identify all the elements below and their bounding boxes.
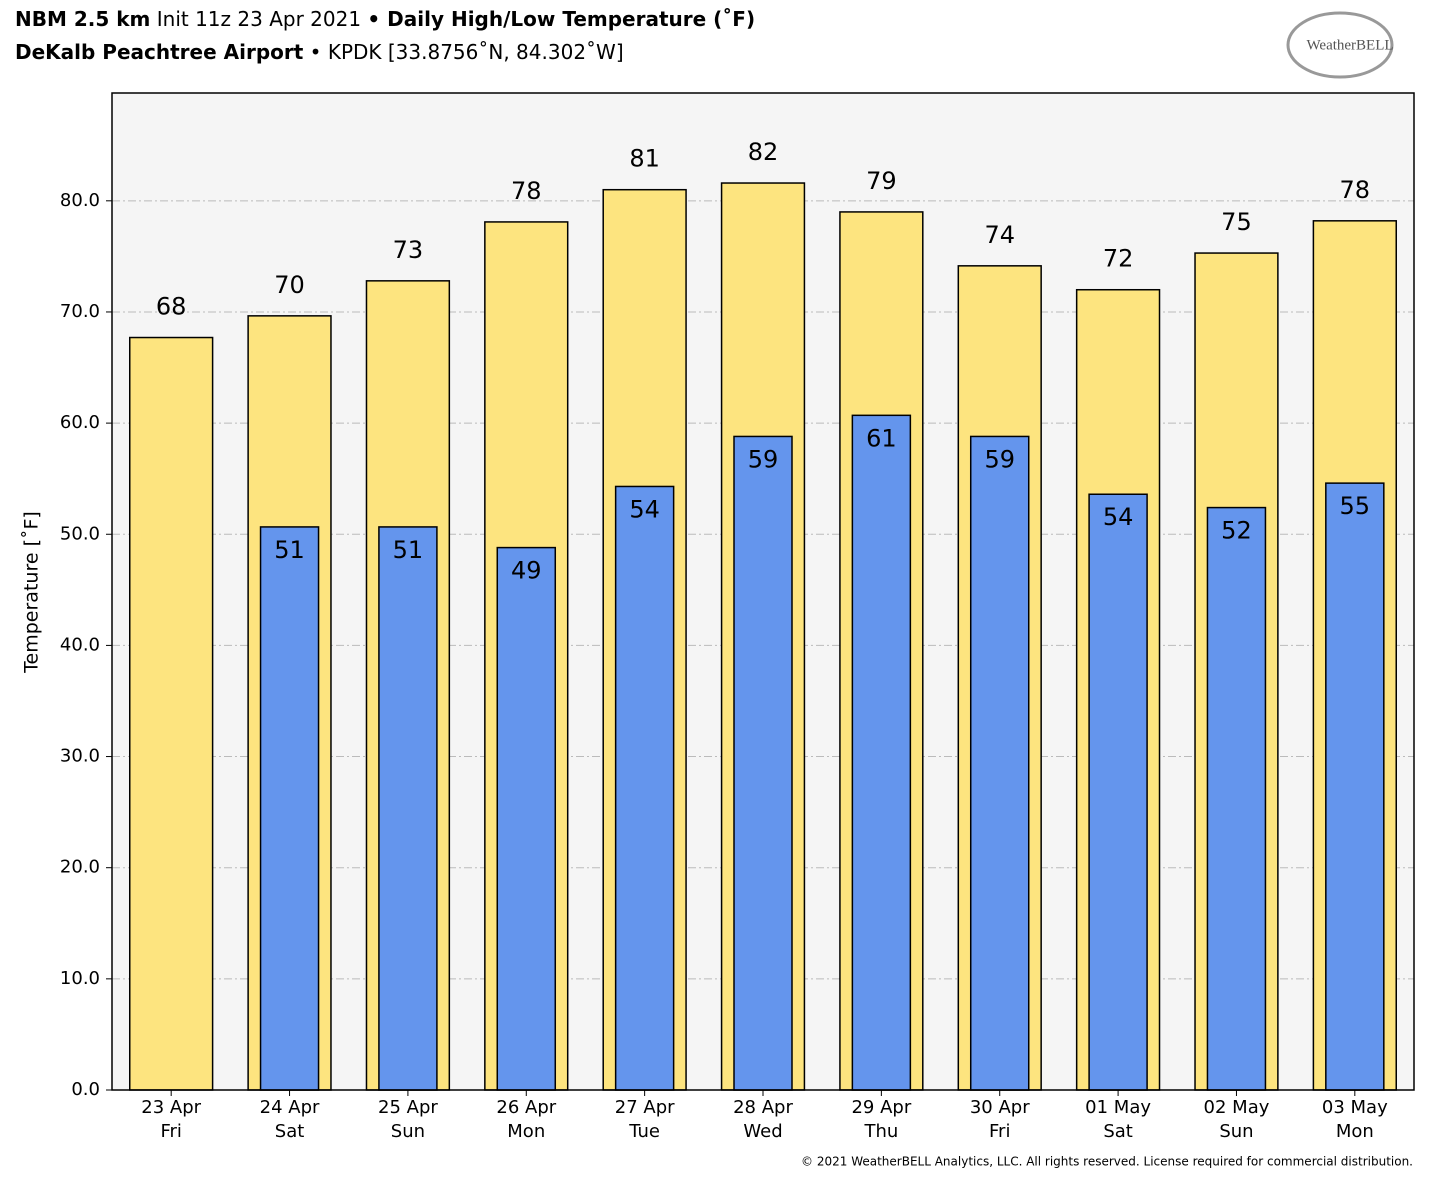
x-tick-label: 01 May bbox=[1085, 1097, 1151, 1118]
y-tick-label: 80.0 bbox=[60, 190, 100, 211]
chart-title: • Daily High/Low Temperature (˚F) bbox=[367, 7, 755, 31]
bar bbox=[129, 336, 214, 1091]
bar bbox=[1088, 493, 1148, 1091]
title-init: Init 11z 23 Apr 2021 bbox=[157, 7, 361, 31]
bar bbox=[1325, 482, 1385, 1091]
logo-swirl bbox=[1286, 11, 1394, 79]
value-label: 72 bbox=[1103, 245, 1134, 273]
x-tick-day: Fri bbox=[160, 1121, 181, 1142]
x-tick-day: Thu bbox=[863, 1121, 898, 1142]
x-tick-label: 23 Apr bbox=[141, 1097, 201, 1118]
x-tick-day: Mon bbox=[1336, 1121, 1374, 1142]
y-tick-label: 0.0 bbox=[71, 1079, 100, 1100]
value-label: 70 bbox=[274, 271, 305, 299]
title-line: NBM 2.5 km Init 11z 23 Apr 2021 • Daily … bbox=[15, 7, 755, 31]
value-label: 68 bbox=[156, 293, 187, 321]
value-label: 79 bbox=[866, 167, 897, 195]
x-tick-day: Sun bbox=[1219, 1121, 1253, 1142]
x-tick-label: 28 Apr bbox=[733, 1097, 793, 1118]
subtitle: • KPDK [33.8756˚N, 84.302˚W] bbox=[310, 40, 624, 64]
value-label: 82 bbox=[748, 138, 779, 166]
x-tick-day: Sat bbox=[1103, 1121, 1133, 1142]
bar bbox=[733, 435, 793, 1091]
value-label: 49 bbox=[511, 557, 542, 585]
value-label: 61 bbox=[866, 424, 897, 452]
x-tick-day: Sun bbox=[391, 1121, 425, 1142]
y-tick-label: 20.0 bbox=[60, 857, 100, 878]
value-label: 73 bbox=[393, 236, 424, 264]
value-label: 51 bbox=[393, 536, 424, 564]
bar bbox=[969, 435, 1030, 1091]
x-tick-day: Wed bbox=[743, 1121, 782, 1142]
value-label: 75 bbox=[1221, 208, 1252, 236]
bars: 68 70 73 78 81 82 79 74 72 75 78 51 51 49 54 59 61 59 54 52… bbox=[129, 138, 1397, 1091]
x-tick-day: Fri bbox=[989, 1121, 1010, 1142]
x-tick-day: Tue bbox=[628, 1121, 660, 1142]
logo: WeatherBELL bbox=[1306, 37, 1393, 53]
bar bbox=[851, 414, 912, 1091]
x-tick-label: 02 May bbox=[1204, 1097, 1270, 1118]
value-label: 78 bbox=[511, 177, 542, 205]
subtitle-station: DeKalb Peachtree Airport bbox=[15, 40, 304, 64]
value-label: 52 bbox=[1221, 517, 1252, 545]
bar bbox=[378, 526, 438, 1091]
value-label: 81 bbox=[629, 145, 660, 173]
y-tick-label: 30.0 bbox=[60, 746, 100, 767]
x-tick-label: 26 Apr bbox=[496, 1097, 556, 1118]
value-label: 74 bbox=[984, 221, 1015, 249]
x-tick-label: 24 Apr bbox=[260, 1097, 320, 1118]
x-tick-day: Mon bbox=[507, 1121, 545, 1142]
bar bbox=[614, 485, 675, 1091]
value-label: 54 bbox=[629, 495, 660, 523]
y-tick-label: 60.0 bbox=[60, 412, 100, 433]
value-label: 51 bbox=[274, 536, 305, 564]
y-tick-label: 50.0 bbox=[60, 523, 100, 544]
x-tick-label: 27 Apr bbox=[615, 1097, 675, 1118]
bar bbox=[496, 546, 557, 1091]
value-label: 78 bbox=[1340, 176, 1371, 204]
value-label: 59 bbox=[984, 445, 1015, 473]
y-tick-label: 70.0 bbox=[60, 301, 100, 322]
x-tick-label: 30 Apr bbox=[970, 1097, 1030, 1118]
value-label: 59 bbox=[748, 445, 779, 473]
y-tick-label: 10.0 bbox=[60, 968, 100, 989]
y-axis-label: Temperature [˚F] bbox=[21, 511, 43, 674]
value-label: 55 bbox=[1340, 492, 1371, 520]
value-label: 54 bbox=[1103, 503, 1134, 531]
x-tick-day: Sat bbox=[275, 1121, 305, 1142]
title-model: NBM 2.5 km bbox=[15, 7, 150, 31]
x-tick-label: 29 Apr bbox=[851, 1097, 911, 1118]
y-tick-label: 40.0 bbox=[60, 634, 100, 655]
bar bbox=[1206, 506, 1267, 1091]
bar bbox=[259, 526, 320, 1091]
x-tick-label: 25 Apr bbox=[378, 1097, 438, 1118]
footer: © 2021 WeatherBELL Analytics, LLC. All r… bbox=[801, 1155, 1413, 1169]
subtitle-line: DeKalb Peachtree Airport • KPDK [33.8756… bbox=[15, 40, 624, 64]
x-tick-label: 03 May bbox=[1322, 1097, 1388, 1118]
